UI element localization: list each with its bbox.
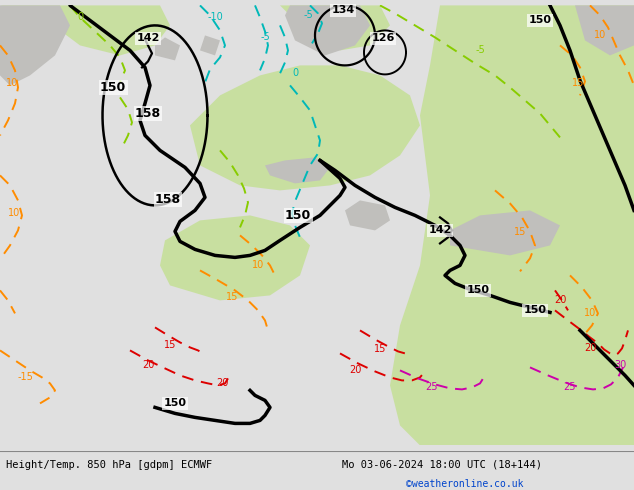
Text: 150: 150: [529, 15, 552, 25]
Polygon shape: [285, 5, 370, 55]
Text: 134: 134: [332, 5, 354, 15]
Text: 20: 20: [554, 295, 566, 305]
Text: 150: 150: [100, 81, 126, 94]
Text: 10: 10: [6, 78, 18, 88]
Text: 0: 0: [77, 12, 83, 23]
Polygon shape: [345, 200, 390, 230]
Polygon shape: [200, 35, 220, 55]
Text: 15: 15: [514, 227, 526, 237]
Text: 142: 142: [136, 33, 160, 44]
Polygon shape: [0, 5, 170, 55]
Polygon shape: [575, 5, 634, 55]
Text: 158: 158: [155, 193, 181, 206]
Text: 25: 25: [564, 382, 576, 392]
Text: 10: 10: [8, 208, 20, 219]
Text: 20: 20: [349, 366, 361, 375]
Text: 25: 25: [426, 382, 438, 392]
Text: 0: 0: [292, 69, 298, 78]
Text: -10: -10: [207, 12, 223, 23]
Polygon shape: [390, 5, 634, 445]
Text: 15: 15: [164, 341, 176, 350]
Text: 142: 142: [429, 225, 451, 235]
Polygon shape: [155, 37, 180, 60]
Text: 150: 150: [164, 398, 186, 408]
Text: -5: -5: [475, 46, 485, 55]
Text: -5: -5: [303, 10, 313, 21]
Text: -15: -15: [17, 372, 33, 382]
Text: 158: 158: [135, 107, 161, 120]
Text: Height/Temp. 850 hPa [gdpm] ECMWF: Height/Temp. 850 hPa [gdpm] ECMWF: [6, 460, 212, 469]
Text: 30: 30: [614, 361, 626, 370]
Text: 150: 150: [524, 305, 547, 316]
Text: ©weatheronline.co.uk: ©weatheronline.co.uk: [406, 479, 523, 489]
Text: 150: 150: [467, 285, 489, 295]
Text: 20: 20: [142, 361, 154, 370]
Text: 15: 15: [226, 293, 238, 302]
Polygon shape: [450, 210, 560, 255]
Text: 10: 10: [584, 308, 596, 318]
Text: 150: 150: [285, 209, 311, 222]
Text: Mo 03-06-2024 18:00 UTC (18+144): Mo 03-06-2024 18:00 UTC (18+144): [342, 460, 542, 469]
Polygon shape: [190, 65, 420, 191]
Polygon shape: [265, 157, 330, 183]
Text: 10: 10: [252, 260, 264, 270]
Polygon shape: [0, 5, 70, 85]
Text: 15: 15: [374, 344, 386, 354]
Text: 10: 10: [594, 30, 606, 40]
Polygon shape: [160, 216, 310, 300]
Text: 15: 15: [572, 78, 584, 88]
Text: -5: -5: [260, 32, 270, 43]
Text: 126: 126: [372, 33, 395, 44]
Text: 20: 20: [584, 343, 596, 353]
Polygon shape: [280, 5, 390, 50]
Text: 20: 20: [216, 378, 228, 389]
